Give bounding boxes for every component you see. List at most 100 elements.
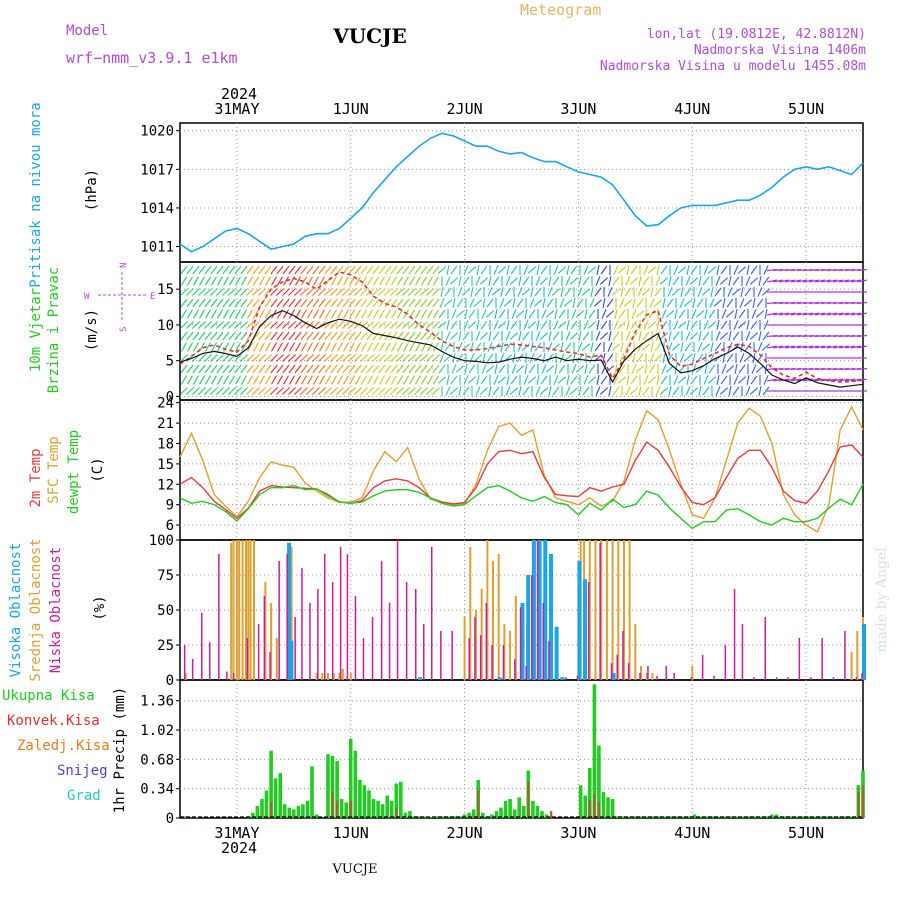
wind-arrow <box>319 375 325 385</box>
wind-arrow <box>385 342 391 352</box>
wind-arrow <box>289 309 295 319</box>
wind-arrow <box>468 309 476 319</box>
wind-arrow <box>211 342 217 352</box>
wind-arrow <box>480 265 488 275</box>
cloud-low-bar <box>269 652 271 680</box>
wind-arrow <box>516 353 524 363</box>
precip-convective-bar <box>861 785 865 818</box>
precip-convective-bar <box>269 802 273 818</box>
wind-arrow <box>686 374 690 386</box>
wind-arrow <box>534 342 542 352</box>
wind-arrow <box>222 265 230 275</box>
wind-arrow <box>707 266 717 274</box>
cloud-low-bar <box>491 645 493 680</box>
wind-arrow <box>222 288 230 296</box>
wind-arrow <box>505 386 511 396</box>
cloud-high-bar <box>531 540 536 680</box>
wind-arrow <box>638 385 642 397</box>
wind-arrow <box>522 331 530 341</box>
wind-arrow <box>527 266 537 274</box>
wind-arrow <box>205 276 211 286</box>
wind-arrow <box>614 363 618 375</box>
wind-arrow <box>649 298 655 308</box>
wind-speed-line <box>179 309 864 388</box>
wind-arrow <box>438 364 446 374</box>
cloud-low-bar <box>423 624 425 680</box>
cloud-ytick-label: 0 <box>166 673 174 689</box>
wind-arrow <box>283 276 289 286</box>
wind-arrow <box>785 312 795 316</box>
wind-arrow <box>680 286 684 298</box>
wind-arrow <box>569 332 579 340</box>
wind-arrow <box>373 342 379 352</box>
wind-arrow <box>703 375 709 385</box>
cloud-title-1: Visoka Oblacnost <box>8 543 24 678</box>
cloud-low-bar <box>565 677 567 680</box>
wind-arrow <box>463 320 469 330</box>
wind-arrow <box>360 331 368 341</box>
cloud-low-bar <box>519 607 522 680</box>
precip-total-bar <box>389 800 394 819</box>
cloud-low-bar <box>616 654 618 680</box>
wind-arrow <box>181 276 187 286</box>
wind-arrow <box>522 386 530 396</box>
wind-arrow <box>761 343 771 351</box>
wind-arrow <box>698 275 702 287</box>
wind-arrow <box>379 375 385 385</box>
cloud-mid-bar <box>623 540 625 680</box>
wind-arrow <box>408 288 416 296</box>
wind-arrow <box>740 286 744 298</box>
wind-arrow <box>554 308 558 320</box>
precip-total-bar <box>376 800 380 819</box>
precip-total-bar <box>544 814 549 818</box>
wind-arrow <box>707 376 717 384</box>
precip-total-bar <box>499 807 503 818</box>
wind-arrow <box>276 364 284 374</box>
wind-arrow <box>583 320 589 330</box>
wind-arrow <box>536 319 540 331</box>
wind-arrow <box>288 364 296 374</box>
wind-arrow <box>264 364 272 374</box>
wind-arrow <box>198 298 206 308</box>
precip-unit: 1hr Precip (mm) <box>112 687 128 813</box>
top-day-label: 1JUN <box>333 100 369 118</box>
wind-arrow <box>702 331 710 341</box>
top-day-label: 5JUN <box>788 100 824 118</box>
wind-arrow <box>373 309 379 319</box>
wind-arrow <box>306 387 314 395</box>
wind-arrow <box>427 375 433 385</box>
precip-total-bar <box>358 780 362 818</box>
wind-arrow <box>641 288 651 296</box>
cloud-low-bar <box>354 596 357 680</box>
precip-convective-bar <box>588 800 591 819</box>
wind-arrow <box>697 342 703 352</box>
wind-arrow <box>557 321 567 329</box>
wind-arrow <box>548 385 552 397</box>
precip-total-bar <box>251 812 255 818</box>
wind-arrow <box>211 375 217 385</box>
wind-arrow <box>485 310 495 318</box>
wind-arrow <box>643 320 649 330</box>
wind-arrow <box>259 276 265 286</box>
wind-arrow <box>803 378 813 382</box>
wind-arrow <box>680 341 684 353</box>
wind-arrow <box>355 375 361 385</box>
wind-arrow <box>259 309 265 319</box>
wind-arrow <box>210 321 218 329</box>
wind-arrow <box>684 342 692 352</box>
wind-arrow <box>390 364 398 374</box>
wind-arrow <box>223 375 229 385</box>
wind-arrow <box>318 354 326 362</box>
wind-arrow <box>449 332 459 340</box>
wind-arrow <box>608 385 612 397</box>
wind-arrow <box>541 309 547 319</box>
precip-total-bar <box>273 778 278 818</box>
precip-total-bar <box>508 799 512 818</box>
wind-arrow <box>833 345 843 349</box>
wind-arrow <box>259 375 265 385</box>
wind-arrow <box>433 342 439 352</box>
cloud-mid-bar <box>492 561 494 680</box>
wind-arrow <box>228 321 236 329</box>
cloud-mid-bar <box>480 589 483 680</box>
cloud-title-3: Niska Oblacnost <box>48 547 64 673</box>
